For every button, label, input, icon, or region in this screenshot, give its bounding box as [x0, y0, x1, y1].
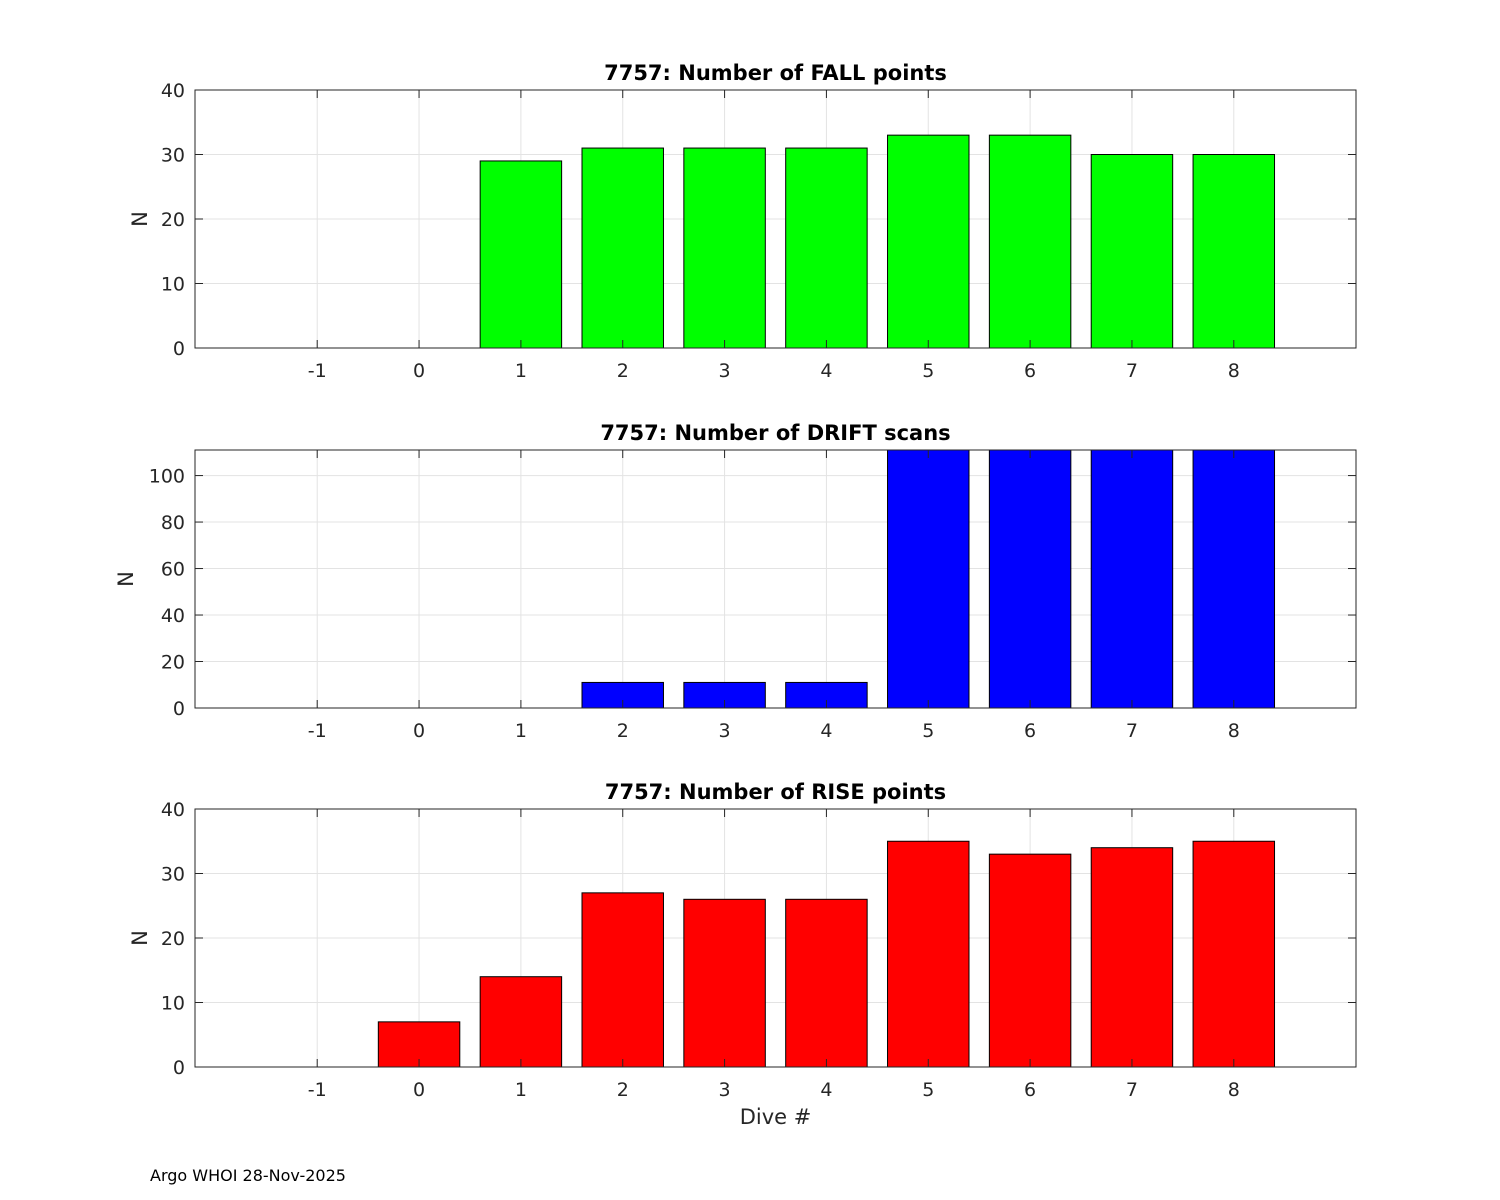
panel2-axes-box: [194, 449, 1357, 709]
panel1-xtick-label: 2: [617, 360, 629, 382]
panel2-bar-dive-4: [785, 681, 868, 709]
panel1-bar-dive-6: [988, 134, 1072, 349]
panel1-bar-dive-7: [1090, 154, 1174, 349]
panel1-ytick-label: 0: [173, 338, 185, 360]
panel1-bar-dive-8: [1192, 154, 1276, 349]
panel1-xtick-label: 4: [820, 360, 832, 382]
panel2-title: 7757: Number of DRIFT scans: [600, 421, 950, 445]
panel3-bar-dive-5: [887, 840, 970, 1068]
panel3-bar-dive-6: [988, 853, 1072, 1068]
panel3-xtick-label: 6: [1024, 1079, 1036, 1101]
panel2-xtick-label: 8: [1228, 720, 1240, 742]
panel1-xtick-label: 8: [1228, 360, 1240, 382]
panel3-xtick-label: 3: [719, 1079, 731, 1101]
panel3-ytick-label: 30: [161, 864, 185, 886]
panel1-xtick-label: 7: [1126, 360, 1138, 382]
panel2-xtick-label: 0: [413, 720, 425, 742]
panel3-xlabel: Dive #: [740, 1105, 812, 1129]
panel2-xtick-label: 7: [1126, 720, 1138, 742]
panel2-ytick-label: 0: [173, 698, 185, 720]
panel2-ylabel: N: [114, 571, 138, 587]
panel1-xtick-label: 5: [922, 360, 934, 382]
panel3-bar-dive-3: [683, 898, 766, 1068]
panel1-bar-dive-1: [479, 160, 563, 349]
panel1-bar-dive-2: [581, 147, 664, 349]
panel2-bar-dive-8: [1192, 449, 1276, 709]
panel3-xtick-label: -1: [308, 1079, 327, 1101]
panel1-xtick-label: 3: [719, 360, 731, 382]
panel3-xtick-label: 5: [922, 1079, 934, 1101]
panel2-xtick-label: -1: [308, 720, 327, 742]
panel1-xtick-label: -1: [308, 360, 327, 382]
panel3-ytick-label: 40: [161, 799, 185, 821]
panel2-bar-dive-5: [887, 449, 970, 709]
panel1-xtick-label: 6: [1024, 360, 1036, 382]
panel2-bar-dive-6: [988, 449, 1072, 709]
panel3-bar-dive-8: [1192, 840, 1276, 1068]
panel2-ytick-label: 20: [161, 652, 185, 674]
panel1-ylabel: N: [128, 211, 152, 227]
panel2-bar-dive-7: [1090, 449, 1174, 709]
panel3-xtick-label: 2: [617, 1079, 629, 1101]
panel1-ytick-label: 30: [161, 145, 185, 167]
panel1-ytick-label: 10: [161, 274, 185, 296]
panel2-ytick-label: 80: [161, 512, 185, 534]
footer-credit: Argo WHOI 28-Nov-2025: [150, 1166, 346, 1185]
panel3-ytick-label: 0: [173, 1057, 185, 1079]
panel2-xtick-label: 3: [719, 720, 731, 742]
panel3-xtick-label: 8: [1228, 1079, 1240, 1101]
panel3-title: 7757: Number of RISE points: [605, 780, 946, 804]
panel3-ytick-label: 20: [161, 928, 185, 950]
panel1-title: 7757: Number of FALL points: [604, 61, 947, 85]
panel3-xtick-label: 7: [1126, 1079, 1138, 1101]
panel3-bar-dive-1: [479, 976, 563, 1068]
panel2-ytick-label: 60: [161, 559, 185, 581]
panel2-xtick-label: 5: [922, 720, 934, 742]
panel3-bar-dive-4: [785, 898, 868, 1068]
panel3-xtick-label: 4: [820, 1079, 832, 1101]
panel1-xtick-label: 0: [413, 360, 425, 382]
panel3-ytick-label: 10: [161, 993, 185, 1015]
panel1-bar-dive-4: [785, 147, 868, 349]
panel1-ytick-label: 20: [161, 209, 185, 231]
panel3-xtick-label: 0: [413, 1079, 425, 1101]
panel1-xtick-label: 1: [515, 360, 527, 382]
panel2-ytick-label: 40: [161, 605, 185, 627]
panel3-bar-dive-7: [1090, 847, 1174, 1068]
panel2-plot-area: [195, 450, 1356, 708]
panel2-ytick-label: 100: [149, 466, 185, 488]
panel2-xtick-label: 6: [1024, 720, 1036, 742]
panel2-xtick-label: 1: [515, 720, 527, 742]
panel2-xtick-label: 2: [617, 720, 629, 742]
panel1-ytick-label: 40: [161, 80, 185, 102]
panel3-bar-dive-2: [581, 892, 664, 1068]
panel1-bar-dive-3: [683, 147, 766, 349]
panel3-xtick-label: 1: [515, 1079, 527, 1101]
panel3-ylabel: N: [128, 930, 152, 946]
panel1-bar-dive-5: [887, 134, 970, 349]
panel2-xtick-label: 4: [820, 720, 832, 742]
